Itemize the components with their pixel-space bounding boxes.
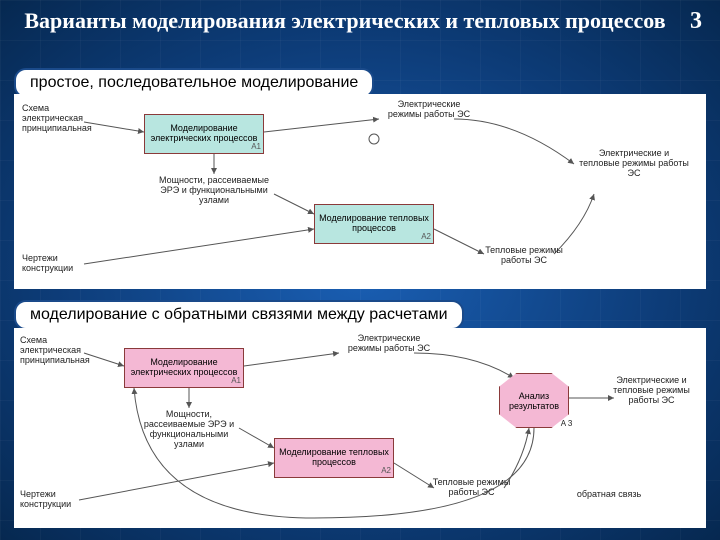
- box-a1-2-label: Моделирование электрических процессов: [129, 358, 239, 378]
- box-a1-1-tag: A1: [251, 143, 261, 152]
- subheader-feedback: моделирование с обратными связями между …: [14, 300, 464, 330]
- feedback-label: обратная связь: [569, 490, 649, 500]
- box-a1-1-label: Моделирование электрических процессов: [149, 124, 259, 144]
- box-a2-2-tag: A2: [381, 467, 391, 476]
- bottom-out-1: Тепловые режимы работы ЭС: [474, 246, 574, 266]
- input-schema-1: Схема электрическая принципиальная: [22, 104, 112, 134]
- mid-label-1: Мощности, рассеиваемые ЭРЭ и функциональ…: [154, 176, 274, 206]
- box-a1-1: Моделирование электрических процессов A1: [144, 114, 264, 154]
- box-a2-2: Моделирование тепловых процессов A2: [274, 438, 394, 478]
- top-out-2: Электрические режимы работы ЭС: [344, 334, 434, 354]
- input-drawings-2: Чертежи конструкции: [20, 490, 90, 510]
- box-a2-1-label: Моделирование тепловых процессов: [319, 214, 429, 234]
- top-out-1: Электрические режимы работы ЭС: [384, 100, 474, 120]
- box-a2-2-label: Моделирование тепловых процессов: [279, 448, 389, 468]
- mid-label-2: Мощности, рассеиваемые ЭРЭ и функциональ…: [134, 410, 244, 450]
- box-a3-tag: A 3: [554, 420, 579, 429]
- page-number: 3: [690, 8, 702, 35]
- arrows-1: [14, 94, 706, 289]
- slide-title: Варианты моделирования электрических и т…: [20, 8, 670, 34]
- right-out-1: Электрические и тепловые режимы работы Э…: [579, 149, 689, 179]
- input-schema-2: Схема электрическая принципиальная: [20, 336, 110, 366]
- box-a2-1-tag: A2: [421, 233, 431, 242]
- diagram-feedback: Схема электрическая принципиальная Черте…: [14, 328, 706, 528]
- right-out-2: Электрические и тепловые режимы работы Э…: [604, 376, 699, 406]
- box-a3-label: Анализ результатов: [500, 391, 568, 411]
- bottom-out-2: Тепловые режимы работы ЭС: [424, 478, 519, 498]
- box-a1-2: Моделирование электрических процессов A1: [124, 348, 244, 388]
- box-a2-1: Моделирование тепловых процессов A2: [314, 204, 434, 244]
- input-drawings-1: Чертежи конструкции: [22, 254, 92, 274]
- diagram-simple: Схема электрическая принципиальная Черте…: [14, 94, 706, 289]
- box-a1-2-tag: A1: [231, 377, 241, 386]
